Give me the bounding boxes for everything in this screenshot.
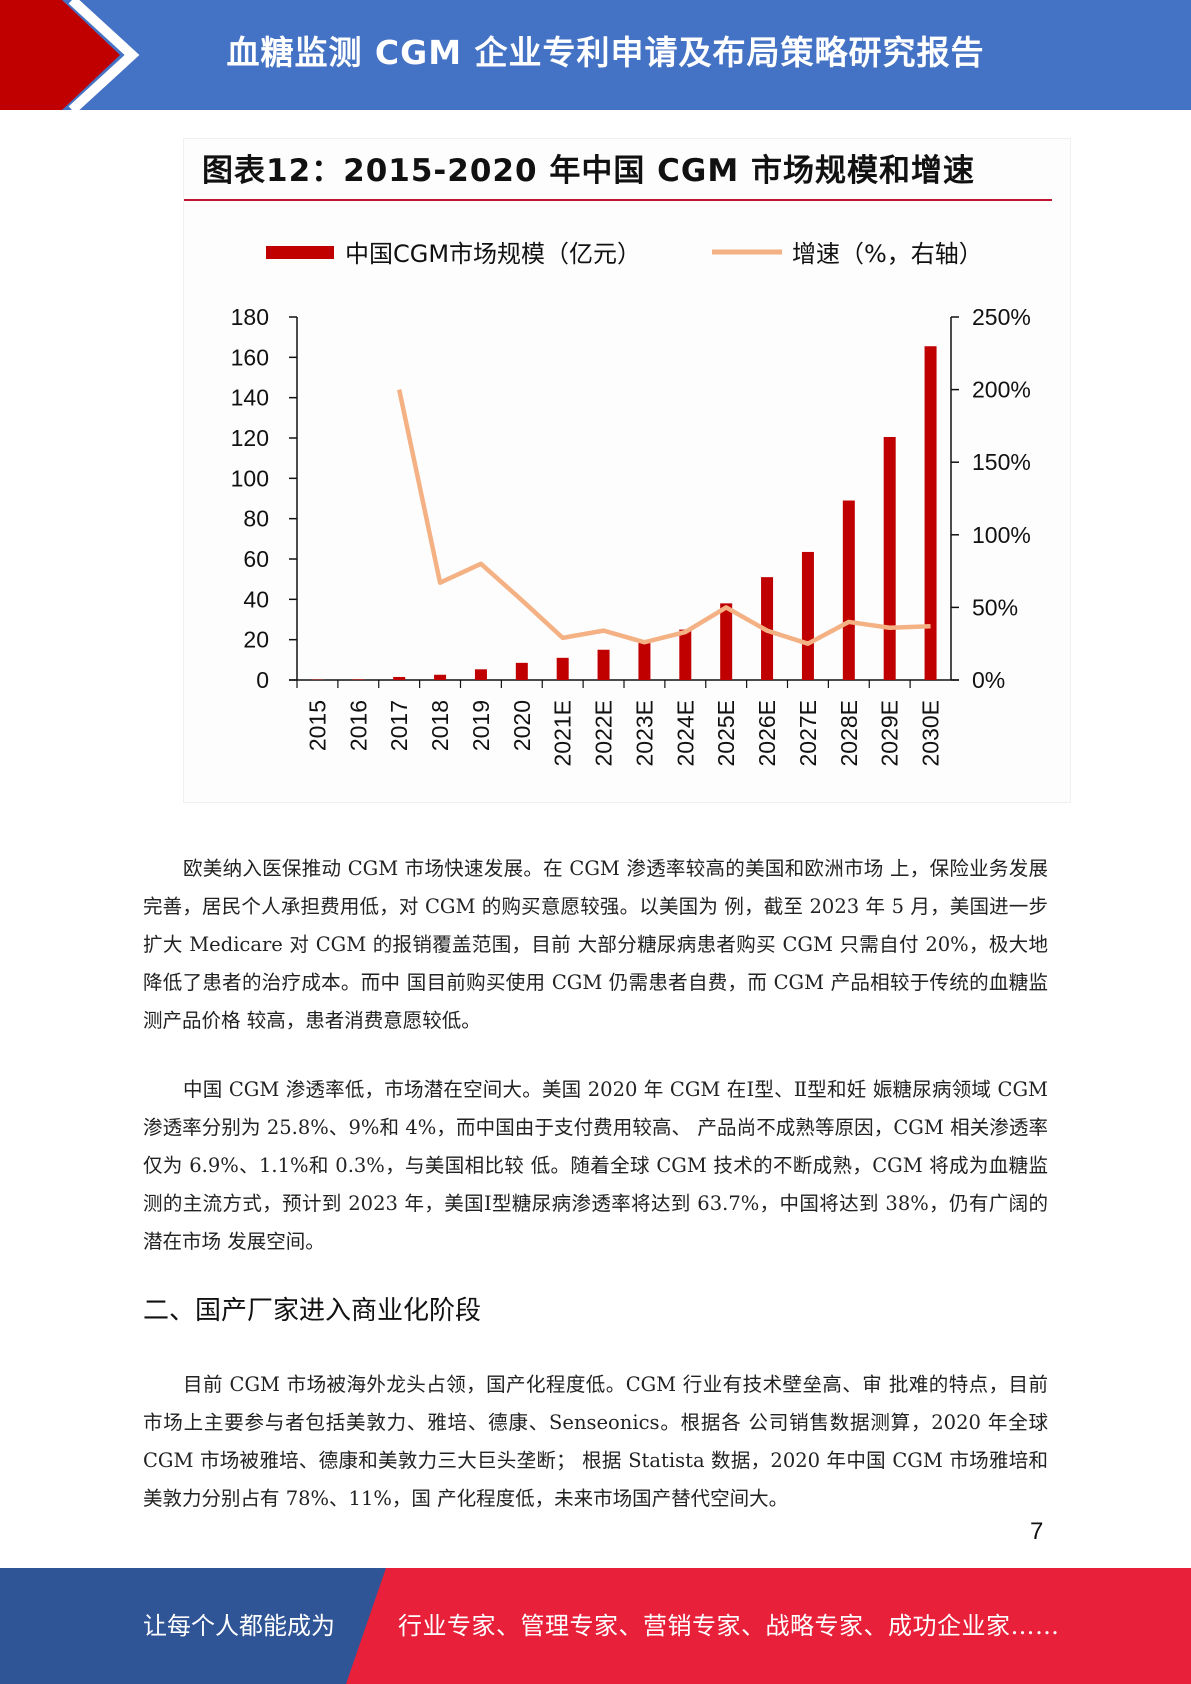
- bar-market-size: [393, 676, 406, 680]
- footer-slogan-left: 让每个人都能成为: [143, 1612, 335, 1640]
- figure-title: 图表12：2015-2020 年中国 CGM 市场规模和增速: [202, 153, 975, 189]
- header-arrow-icon: [0, 0, 140, 110]
- header-bar: 血糖监测 CGM 企业专利申请及布局策略研究报告: [0, 0, 1191, 110]
- y-right-tick-label: 0%: [972, 667, 1005, 693]
- y-right-tick-label: 50%: [972, 594, 1018, 620]
- y-left-tick-label: 0: [256, 667, 269, 693]
- x-tick-label: 2017: [386, 700, 412, 751]
- bar-market-size: [679, 629, 692, 680]
- footer-slogan-right: 行业专家、管理专家、营销专家、战略专家、成功企业家……: [398, 1612, 1060, 1640]
- bar-market-size: [515, 662, 528, 680]
- x-tick-label: 2030E: [918, 700, 944, 767]
- bar-market-size: [474, 669, 487, 680]
- bar-market-size: [638, 641, 651, 680]
- y-right-tick-label: 150%: [972, 449, 1031, 475]
- y-left-tick-label: 80: [243, 506, 269, 532]
- x-tick-label: 2026E: [754, 700, 780, 767]
- x-tick-label: 2019: [468, 700, 494, 751]
- y-left-tick-label: 120: [231, 425, 269, 451]
- x-tick-label: 2027E: [795, 700, 821, 767]
- footer-banner: 让每个人都能成为 行业专家、管理专家、营销专家、战略专家、成功企业家……: [0, 1568, 1191, 1684]
- y-left-tick-label: 180: [231, 304, 269, 330]
- x-tick-label: 2018: [427, 700, 453, 751]
- y-left-tick-label: 100: [231, 465, 269, 491]
- y-right-tick-label: 250%: [972, 304, 1031, 330]
- y-right-tick-label: 200%: [972, 377, 1031, 403]
- x-tick-label: 2028E: [836, 700, 862, 767]
- growth-rate-line: [396, 389, 931, 646]
- legend-label-growth: 增速（%，右轴）: [792, 240, 983, 268]
- x-tick-label: 2021E: [550, 700, 576, 767]
- bar-market-size: [883, 436, 896, 680]
- page-number: 7: [1030, 1518, 1044, 1545]
- legend-swatch-market-size: [266, 246, 334, 259]
- x-tick-label: 2023E: [631, 700, 657, 767]
- legend-label-market-size: 中国CGM市场规模（亿元）: [345, 240, 641, 268]
- paragraph-1: 欧美纳入医保推动 CGM 市场快速发展。在 CGM 渗透率较高的美国和欧洲市场 …: [143, 857, 1048, 1032]
- x-tick-label: 2022E: [591, 700, 617, 767]
- y-left-tick-label: 140: [231, 385, 269, 411]
- x-tick-label: 2016: [345, 700, 371, 751]
- x-tick-label: 2025E: [713, 700, 739, 767]
- y-left-tick-label: 160: [231, 344, 269, 370]
- bar-market-size: [352, 679, 365, 680]
- x-tick-label: 2029E: [877, 700, 903, 767]
- paragraph-2: 中国 CGM 渗透率低，市场潜在空间大。美国 2020 年 CGM 在Ⅰ型、Ⅱ型…: [143, 1078, 1048, 1253]
- bar-market-size: [556, 657, 569, 680]
- bar-market-size: [597, 649, 610, 680]
- y-left-tick-label: 60: [243, 546, 269, 572]
- figure-title-rule: [184, 199, 1052, 201]
- bar-market-size: [434, 674, 447, 680]
- paragraph-3: 目前 CGM 市场被海外龙头占领，国产化程度低。CGM 行业有技术壁垒高、审 批…: [143, 1373, 1048, 1510]
- y-left-tick-label: 20: [243, 627, 269, 653]
- market-size-chart: 中国CGM市场规模（亿元） 增速（%，右轴） 0 20 40 60 80 100 120 140 1…: [231, 240, 1031, 767]
- chart-figure: 图表12：2015-2020 年中国 CGM 市场规模和增速 中国CGM市场规模…: [183, 138, 1071, 803]
- bar-market-size: [720, 603, 733, 680]
- report-title: 血糖监测 CGM 企业专利申请及布局策略研究报告: [226, 33, 985, 72]
- x-tick-label: 2024E: [672, 700, 698, 767]
- x-tick-label: 2020: [509, 700, 535, 751]
- bar-market-size: [801, 551, 814, 680]
- x-tick-label: 2015: [304, 700, 330, 751]
- y-left-tick-label: 40: [243, 586, 269, 612]
- footer-background: [0, 1568, 1191, 1684]
- bar-market-size: [924, 346, 937, 680]
- y-right-tick-label: 100%: [972, 522, 1031, 548]
- section-heading: 二、国产厂家进入商业化阶段: [143, 1296, 482, 1326]
- bar-market-size: [842, 500, 855, 680]
